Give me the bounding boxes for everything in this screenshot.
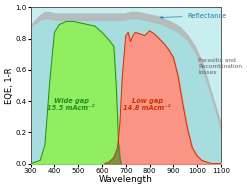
X-axis label: Wavelength: Wavelength bbox=[99, 175, 153, 184]
Text: Parasitic and
Recombination
losses: Parasitic and Recombination losses bbox=[198, 58, 242, 75]
Y-axis label: EQE, 1-R: EQE, 1-R bbox=[5, 67, 14, 104]
Text: Low gap
14.8 mAcm⁻²: Low gap 14.8 mAcm⁻² bbox=[124, 98, 171, 111]
Text: Wide gap
15.5 mAcm⁻²: Wide gap 15.5 mAcm⁻² bbox=[47, 98, 95, 111]
Text: Reflectance: Reflectance bbox=[160, 13, 227, 19]
